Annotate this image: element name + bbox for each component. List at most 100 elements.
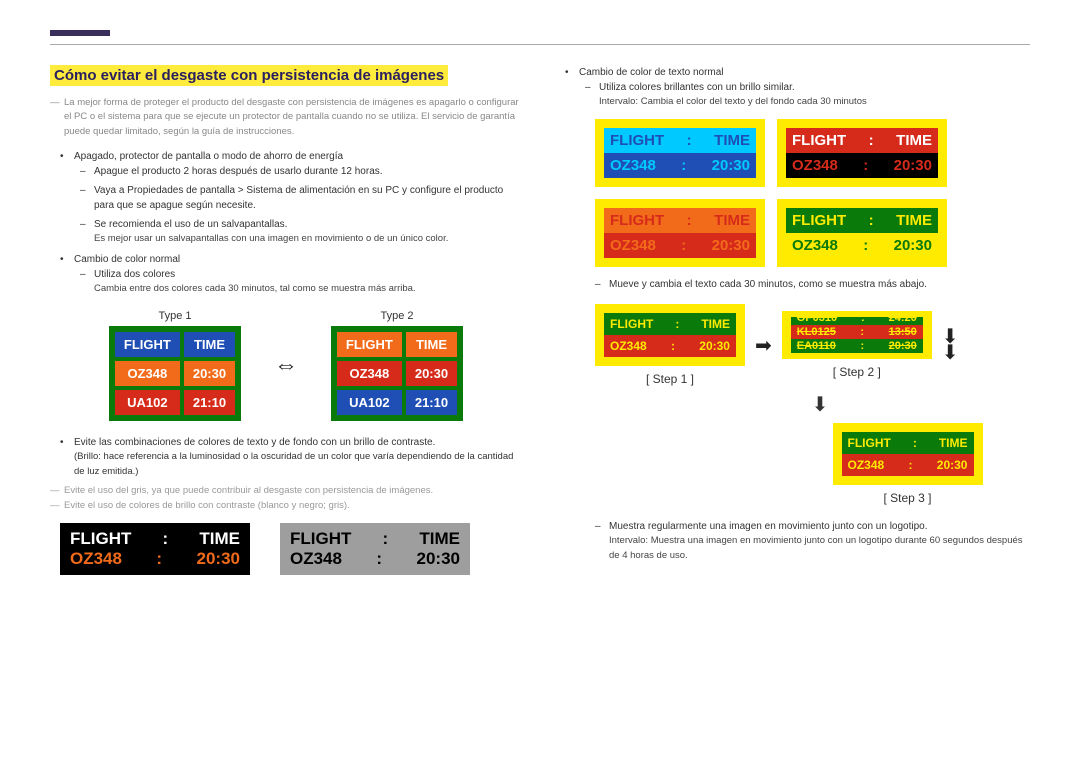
cb-oztime: 20:30 — [197, 549, 240, 569]
intro-text: La mejor forma de proteger el producto d… — [64, 96, 525, 139]
panel-2: FLIGHT: TIME OZ348: 20:30 — [777, 119, 947, 187]
s1-oz: OZ348 — [610, 339, 647, 353]
p1-sep2: : — [681, 157, 686, 174]
cb-ozcode: OZ348 — [70, 549, 122, 569]
s1-sep: : — [675, 317, 679, 331]
th-flight-2: FLIGHT — [335, 330, 404, 359]
bullet-avoid-contrast: Evite las combinaciones de colores de te… — [74, 435, 525, 479]
s1-oztime: 20:30 — [699, 339, 730, 353]
two-colors-sub: Cambia entre dos colores cada 30 minutos… — [94, 282, 525, 296]
cb-time: TIME — [199, 529, 240, 549]
p4-sep2: : — [863, 237, 868, 254]
s1-time: TIME — [701, 317, 730, 331]
arrow-down-2: ⬇ — [942, 345, 959, 361]
s2-l2a: KL0125 — [797, 326, 836, 338]
s2-l1a: OP0310 — [797, 312, 837, 324]
scroll-arrows-icon: ⬇ ⬇ — [942, 329, 959, 361]
dash-move-text: Mueve y cambia el texto cada 30 minutos,… — [609, 277, 1030, 292]
screensaver-sub: Es mejor usar un salvapantallas con una … — [94, 232, 525, 246]
s2-sep4: : — [860, 354, 864, 359]
th-time-2: TIME — [404, 330, 459, 359]
steps-row: FLIGHT:TIME OZ348:20:30 [ Step 1 ] ➡ OP0… — [595, 304, 1030, 386]
step1-panel: FLIGHT:TIME OZ348:20:30 — [595, 304, 745, 366]
s2-l4b: 16:50 — [889, 354, 917, 359]
td-oz-code: OZ348 — [113, 359, 182, 388]
header-rule — [50, 44, 1030, 45]
cg-sep: : — [383, 529, 389, 549]
type1-board: FLIGHT TIME OZ348 20:30 UA102 21:10 — [109, 326, 241, 421]
p1-oztime: 20:30 — [712, 157, 750, 174]
s2-l2b: 13:50 — [889, 326, 917, 338]
cb-sep: : — [163, 529, 169, 549]
s2-l1b: 24:20 — [889, 312, 917, 324]
s3-sep2: : — [908, 458, 912, 472]
p3-time: TIME — [714, 212, 750, 229]
p4-flight: FLIGHT — [792, 212, 846, 229]
right-column: Cambio de color de texto normal Utiliza … — [555, 65, 1030, 587]
type1-label: Type 1 — [90, 310, 260, 322]
bright-colors-sub: Intervalo: Cambia el color del texto y d… — [599, 95, 1030, 109]
bullet-text-color: Cambio de color de texto normal Utiliza … — [579, 65, 1030, 109]
step2-panel: OP0310:24:20 KL0125:13:50 EA0110:20:30 K… — [782, 311, 932, 359]
type-comparison-row: Type 1 FLIGHT TIME OZ348 20:30 UA102 21:… — [90, 310, 525, 421]
cb-flight: FLIGHT — [70, 529, 131, 549]
cg-oztime: 20:30 — [417, 549, 460, 569]
step3-block: FLIGHT:TIME OZ348:20:30 [ Step 3 ] — [785, 423, 1030, 505]
left-column: Cómo evitar el desgaste con persistencia… — [50, 65, 525, 587]
type2-block: Type 2 FLIGHT TIME OZ348 20:30 UA102 21:… — [312, 310, 482, 421]
dash-two-colors-text: Utiliza dos colores — [94, 269, 175, 280]
p2-sep2: : — [863, 157, 868, 174]
p4-sep: : — [869, 212, 874, 229]
bullet-avoid-contrast-text: Evite las combinaciones de colores de te… — [74, 437, 435, 448]
dash-logo: Muestra regularmente una imagen en movim… — [609, 519, 1030, 563]
p2-time: TIME — [896, 132, 932, 149]
p3-flight: FLIGHT — [610, 212, 664, 229]
s2-sep1: : — [861, 312, 865, 324]
avoid-contrast-sub: (Brillo: hace referencia a la luminosida… — [74, 450, 525, 479]
s3-flight: FLIGHT — [848, 436, 891, 450]
step2-label: [ Step 2 ] — [833, 365, 881, 379]
logo-sub: Intervalo: Muestra una imagen en movimie… — [609, 534, 1030, 563]
type2-label: Type 2 — [312, 310, 482, 322]
s3-oz: OZ348 — [848, 458, 885, 472]
cg-flight: FLIGHT — [290, 529, 351, 549]
p1-flight: FLIGHT — [610, 132, 664, 149]
bullet-poweroff: Apagado, protector de pantalla o modo de… — [74, 149, 525, 246]
cg-ozcode: OZ348 — [290, 549, 342, 569]
dash-bright-colors-text: Utiliza colores brillantes con un brillo… — [599, 82, 795, 93]
p2-flight: FLIGHT — [792, 132, 846, 149]
panel-4: FLIGHT:TIME OZ348:20:30 — [777, 199, 947, 267]
p2-oztime: 20:30 — [894, 157, 932, 174]
s3-sep: : — [913, 436, 917, 450]
bullet-poweroff-text: Apagado, protector de pantalla o modo de… — [74, 151, 343, 162]
p2-sep: : — [869, 132, 874, 149]
td-ua-time-2: 21:10 — [404, 388, 459, 417]
bullet-color-change: Cambio de color normal Utiliza dos color… — [74, 252, 525, 296]
type2-board: FLIGHT TIME OZ348 20:30 UA102 21:10 — [331, 326, 463, 421]
dash-two-colors: Utiliza dos colores Cambia entre dos col… — [94, 267, 525, 296]
th-time: TIME — [182, 330, 237, 359]
p3-sep2: : — [681, 237, 686, 254]
p2-oz: OZ348 — [792, 157, 838, 174]
step3-label: [ Step 3 ] — [883, 491, 931, 505]
dash-display-props: Vaya a Propiedades de pantalla > Sistema… — [94, 183, 525, 213]
p1-sep: : — [687, 132, 692, 149]
panel-1: FLIGHT:TIME OZ348:20:30 — [595, 119, 765, 187]
contrast-grey-box: FLIGHT : TIME OZ348 : 20:30 — [280, 523, 470, 575]
arrow-right-icon: ➡ — [755, 333, 772, 358]
p3-oz: OZ348 — [610, 237, 656, 254]
cg-sep2: : — [376, 549, 382, 569]
bullet-text-color-text: Cambio de color de texto normal — [579, 67, 724, 78]
bullet-color-change-text: Cambio de color normal — [74, 254, 180, 265]
p3-oztime: 20:30 — [712, 237, 750, 254]
td-ua-time: 21:10 — [182, 388, 237, 417]
contrast-black-box: FLIGHT : TIME OZ348 : 20:30 — [60, 523, 250, 575]
s2-l3b: 20:30 — [889, 340, 917, 352]
s1-sep2: : — [671, 339, 675, 353]
section-title: Cómo evitar el desgaste con persistencia… — [50, 65, 448, 86]
step1-block: FLIGHT:TIME OZ348:20:30 [ Step 1 ] — [595, 304, 745, 386]
cg-time: TIME — [419, 529, 460, 549]
step1-label: [ Step 1 ] — [646, 372, 694, 386]
td-oz-time: 20:30 — [182, 359, 237, 388]
dash-screensaver-text: Se recomienda el uso de un salvapantalla… — [94, 219, 287, 230]
